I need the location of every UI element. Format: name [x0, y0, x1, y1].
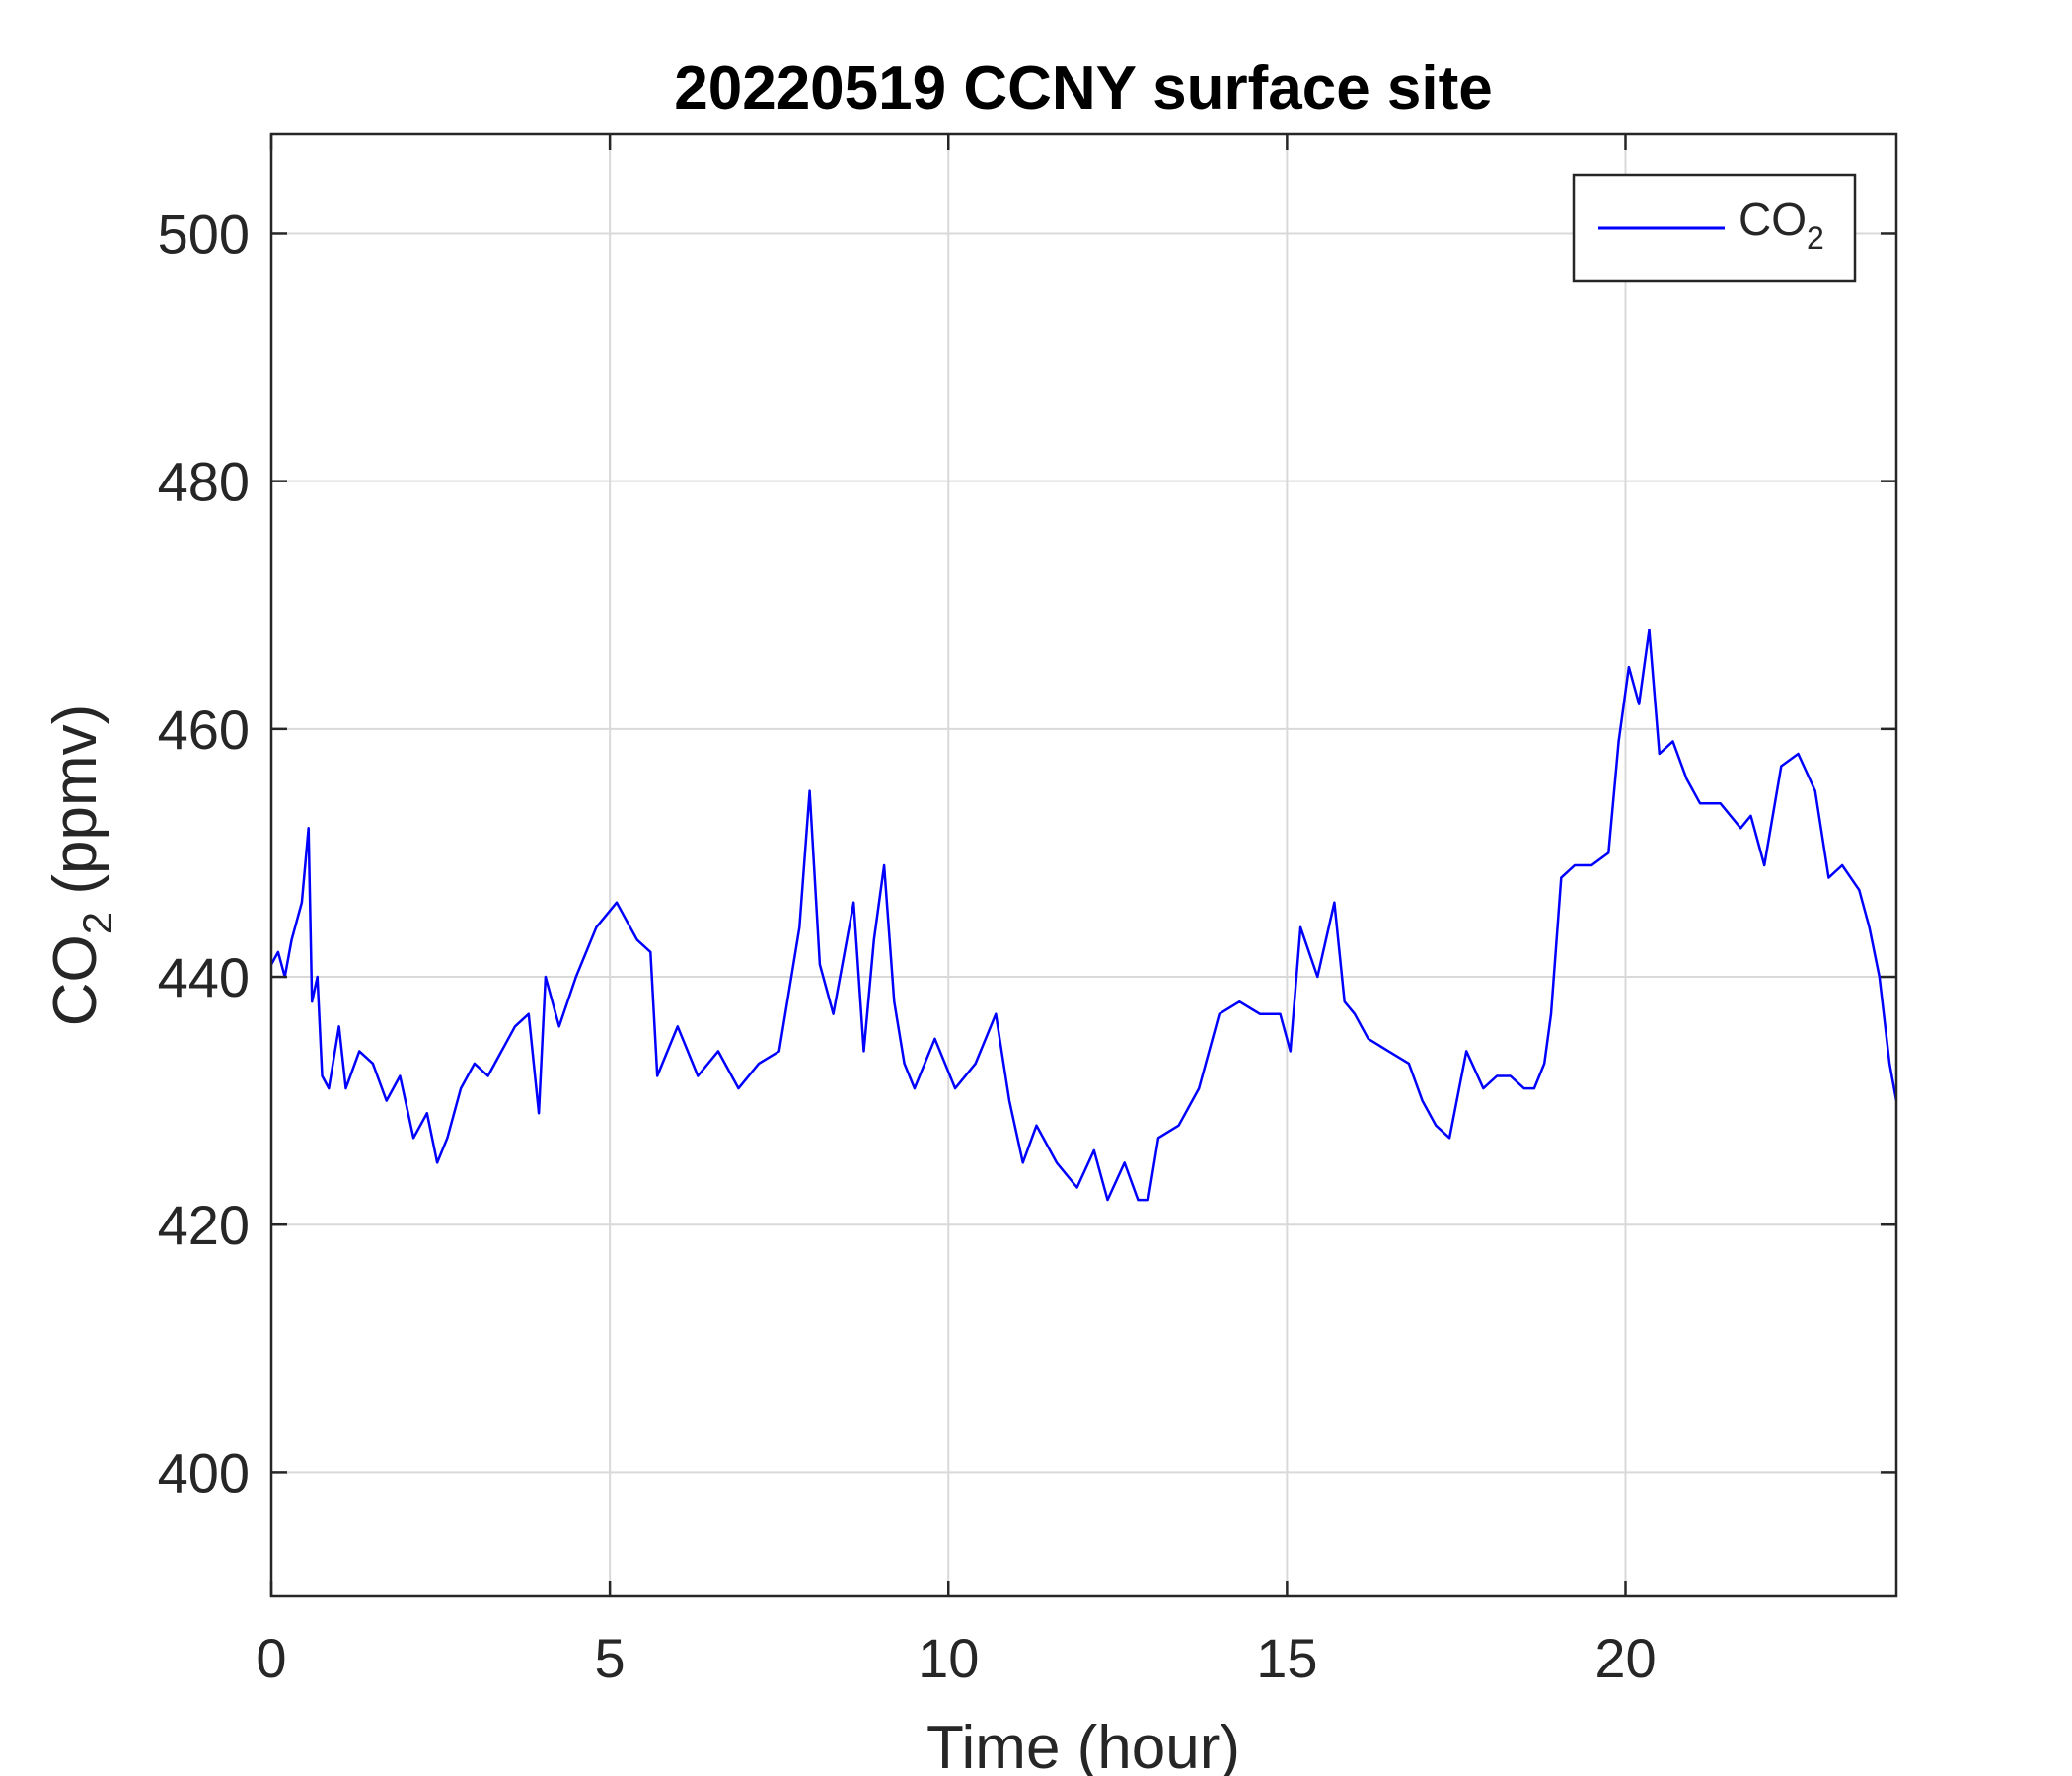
- y-tick-label: 460: [158, 699, 250, 761]
- x-tick-label: 20: [1594, 1627, 1656, 1689]
- y-tick-label: 440: [158, 946, 250, 1008]
- legend-label-subscript: 2: [1807, 220, 1824, 256]
- y-tick-label: 420: [158, 1194, 250, 1256]
- y-axis-label-subscript: 2: [74, 912, 120, 934]
- y-tick-label: 500: [158, 202, 250, 264]
- x-tick-label: 10: [918, 1627, 979, 1689]
- y-axis-label: CO2 (ppmv): [41, 704, 120, 1027]
- legend-label: CO2: [1739, 193, 1824, 256]
- tick-labels: 0 5 10 15 20 400 420 440 460 480 500: [158, 202, 1657, 1689]
- legend-label-base: CO: [1739, 193, 1807, 245]
- y-tick-label: 400: [158, 1442, 250, 1504]
- x-tick-label: 15: [1256, 1627, 1317, 1689]
- plot-area-background: [271, 134, 1896, 1596]
- plot-area-frame: [269, 132, 1898, 1598]
- x-tick-label: 0: [256, 1627, 286, 1689]
- chart-title: 20220519 CCNY surface site: [674, 54, 1493, 122]
- x-axis-label: Time (hour): [926, 1714, 1240, 1776]
- x-tick-label: 5: [595, 1627, 626, 1689]
- series-line-co2: [269, 629, 1898, 1202]
- legend: CO2: [1572, 173, 1857, 283]
- y-axis-label-unit: (ppmv): [41, 704, 110, 912]
- series-lines: [269, 629, 1898, 1202]
- axis-ticks: [269, 134, 1896, 1596]
- y-tick-label: 480: [158, 451, 250, 513]
- y-axis-label-base: CO: [41, 934, 110, 1026]
